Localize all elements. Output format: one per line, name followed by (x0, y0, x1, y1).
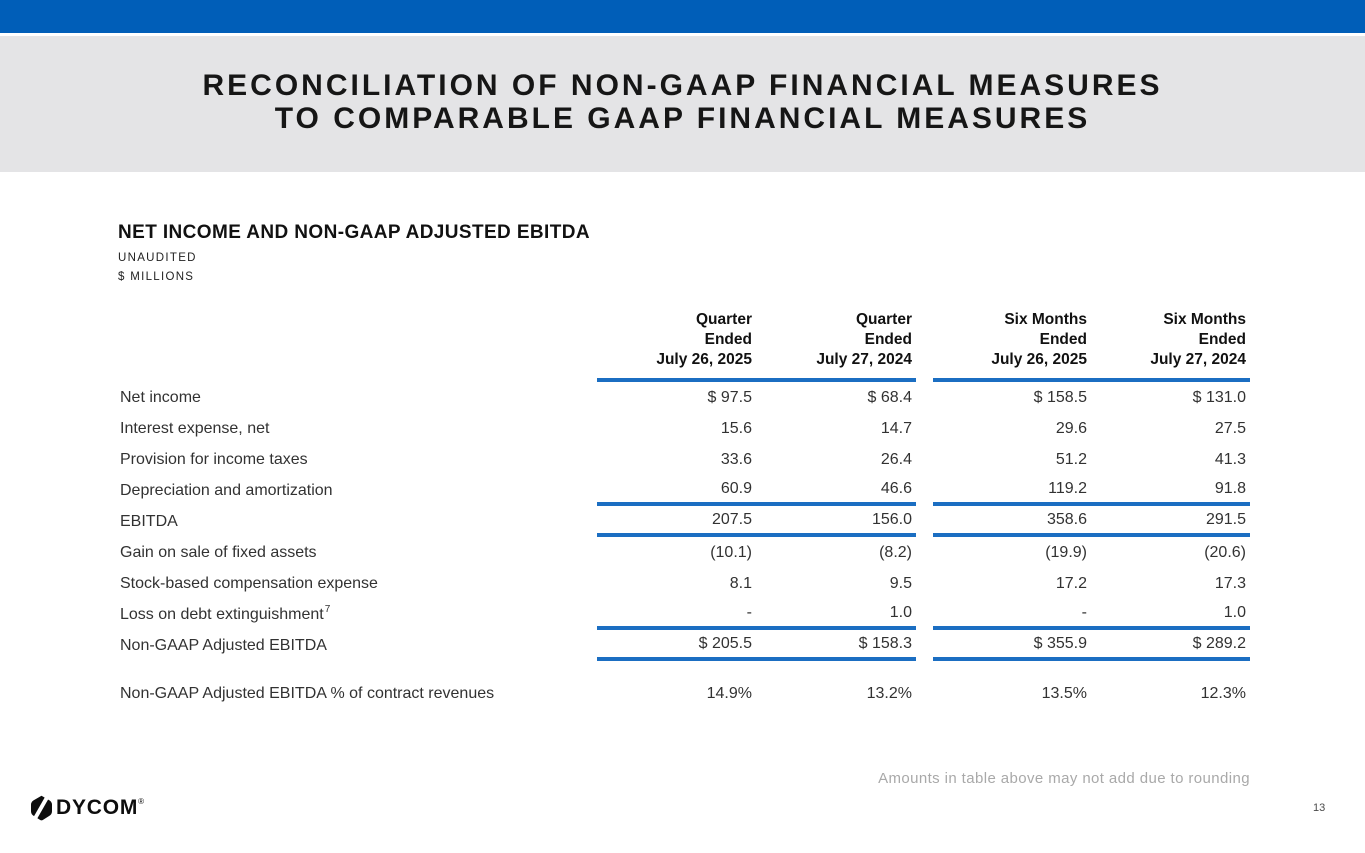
row-label: Non-GAAP Adjusted EBITDA (120, 636, 327, 654)
value-cell: 29.6 (1055, 419, 1087, 437)
column-header-q1-2025: Quarter Ended July 26, 2025 (597, 310, 756, 382)
value-cell: 119.2 (933, 475, 1091, 506)
column-header-6m-2025: Six Months Ended July 26, 2025 (933, 310, 1091, 382)
table-header-row: Quarter Ended July 26, 2025 Quarter Ende… (120, 310, 1250, 382)
table-row: Non-GAAP Adjusted EBITDA $ 205.5 $ 158.3 $ … (120, 630, 1250, 661)
value-cell: 13.2% (866, 684, 912, 702)
section-heading: NET INCOME AND NON-GAAP ADJUSTED EBITDA (118, 222, 590, 243)
value-cell: 17.3 (1214, 574, 1246, 592)
value-cell: 60.9 (597, 475, 756, 506)
value-cell: 41.3 (1214, 450, 1246, 468)
value-cell: (8.2) (879, 543, 912, 561)
row-label: Depreciation and amortization (120, 481, 333, 499)
value-cell: 291.5 (1091, 506, 1250, 537)
value-cell: 13.5% (1041, 684, 1087, 702)
section-header: NET INCOME AND NON-GAAP ADJUSTED EBITDA … (118, 222, 590, 283)
dycom-logo-text: DYCOM (56, 796, 139, 819)
value-cell: (20.6) (1204, 543, 1246, 561)
column-group-gap (916, 310, 933, 382)
value-cell: 15.6 (720, 419, 752, 437)
value-cell: 51.2 (1055, 450, 1087, 468)
column-header-q1-2024: Quarter Ended July 27, 2024 (756, 310, 916, 382)
table-row: Interest expense, net 15.6 14.7 29.6 27.5 (120, 413, 1250, 444)
slide-title: RECONCILIATION OF NON-GAAP FINANCIAL MEA… (0, 36, 1365, 135)
financial-table: Quarter Ended July 26, 2025 Quarter Ende… (120, 310, 1250, 709)
value-cell: (19.9) (1045, 543, 1087, 561)
table-row: Gain on sale of fixed assets (10.1) (8.2) (… (120, 537, 1250, 568)
value-cell: $ 289.2 (1091, 630, 1250, 661)
value-cell: $ 68.4 (867, 388, 912, 406)
unaudited-note: UNAUDITED (118, 252, 197, 264)
row-label: Non-GAAP Adjusted EBITDA % of contract r… (120, 684, 495, 702)
row-label: Loss on debt extinguishment 7 (120, 603, 331, 623)
dycom-logo-icon (31, 795, 52, 821)
value-cell: $ 158.5 (1033, 388, 1087, 406)
value-cell: 14.7 (880, 419, 912, 437)
value-cell: 14.9% (706, 684, 752, 702)
row-label: Interest expense, net (120, 419, 270, 437)
value-cell: $ 97.5 (707, 388, 752, 406)
registered-trademark-icon: ® (138, 797, 145, 806)
column-group-gap (916, 444, 933, 475)
value-cell: 1.0 (1091, 599, 1250, 630)
column-header-6m-2024: Six Months Ended July 27, 2024 (1091, 310, 1250, 382)
value-cell: 91.8 (1091, 475, 1250, 506)
column-group-gap (916, 537, 933, 568)
row-label: Net income (120, 388, 201, 406)
value-cell: $ 355.9 (933, 630, 1091, 661)
row-label: EBITDA (120, 512, 178, 530)
table-row: Depreciation and amortization 60.9 46.6 119… (120, 475, 1250, 506)
page-number: 13 (1313, 802, 1326, 814)
rounding-note: Amounts in table above may not add due t… (878, 770, 1250, 787)
value-cell: - (933, 599, 1091, 630)
table-row: Stock-based compensation expense 8.1 9.5 17… (120, 568, 1250, 599)
title-band: RECONCILIATION OF NON-GAAP FINANCIAL MEA… (0, 36, 1365, 172)
column-group-gap (916, 678, 933, 709)
value-cell: $ 131.0 (1192, 388, 1246, 406)
value-cell: 33.6 (720, 450, 752, 468)
table-row: Provision for income taxes 33.6 26.4 51.2 41… (120, 444, 1250, 475)
top-accent-bar (0, 0, 1365, 33)
value-cell: $ 158.3 (756, 630, 916, 661)
row-label: Stock-based compensation expense (120, 574, 378, 592)
value-cell: 156.0 (756, 506, 916, 537)
row-label: Provision for income taxes (120, 450, 308, 468)
value-cell: 1.0 (756, 599, 916, 630)
column-group-gap (916, 506, 933, 537)
header-label-spacer (120, 310, 597, 382)
value-cell: (10.1) (710, 543, 752, 561)
column-group-gap (916, 475, 933, 506)
value-cell: 358.6 (933, 506, 1091, 537)
table-row: Loss on debt extinguishment 7-1.0-1.0 (120, 599, 1250, 630)
units-note: $ MILLIONS (118, 271, 195, 283)
financial-table-body: Net income $ 97.5 $ 68.4 $ 158.5 $ 131.0 Inte… (120, 382, 1250, 709)
value-cell: 26.4 (880, 450, 912, 468)
value-cell: 8.1 (729, 574, 752, 592)
value-cell: 207.5 (597, 506, 756, 537)
column-group-gap (916, 630, 933, 661)
column-group-gap (916, 599, 933, 630)
value-cell: 27.5 (1214, 419, 1246, 437)
slide-title-line1: RECONCILIATION OF NON-GAAP FINANCIAL MEA… (202, 69, 1163, 102)
value-cell: - (597, 599, 756, 630)
value-cell: 17.2 (1055, 574, 1087, 592)
column-group-gap (916, 568, 933, 599)
column-group-gap (916, 413, 933, 444)
column-group-gap (916, 382, 933, 413)
value-cell: $ 205.5 (597, 630, 756, 661)
value-cell: 46.6 (756, 475, 916, 506)
table-row: Non-GAAP Adjusted EBITDA % of contract r… (120, 678, 1250, 709)
row-label: Gain on sale of fixed assets (120, 543, 317, 561)
slide-title-line2: TO COMPARABLE GAAP FINANCIAL MEASURES (274, 102, 1091, 135)
value-cell: 9.5 (889, 574, 912, 592)
dycom-logo: DYCOM ® (30, 795, 144, 821)
value-cell: 12.3% (1200, 684, 1246, 702)
table-row: EBITDA 207.5 156.0 358.6 291.5 (120, 506, 1250, 537)
table-row: Net income $ 97.5 $ 68.4 $ 158.5 $ 131.0 (120, 382, 1250, 413)
